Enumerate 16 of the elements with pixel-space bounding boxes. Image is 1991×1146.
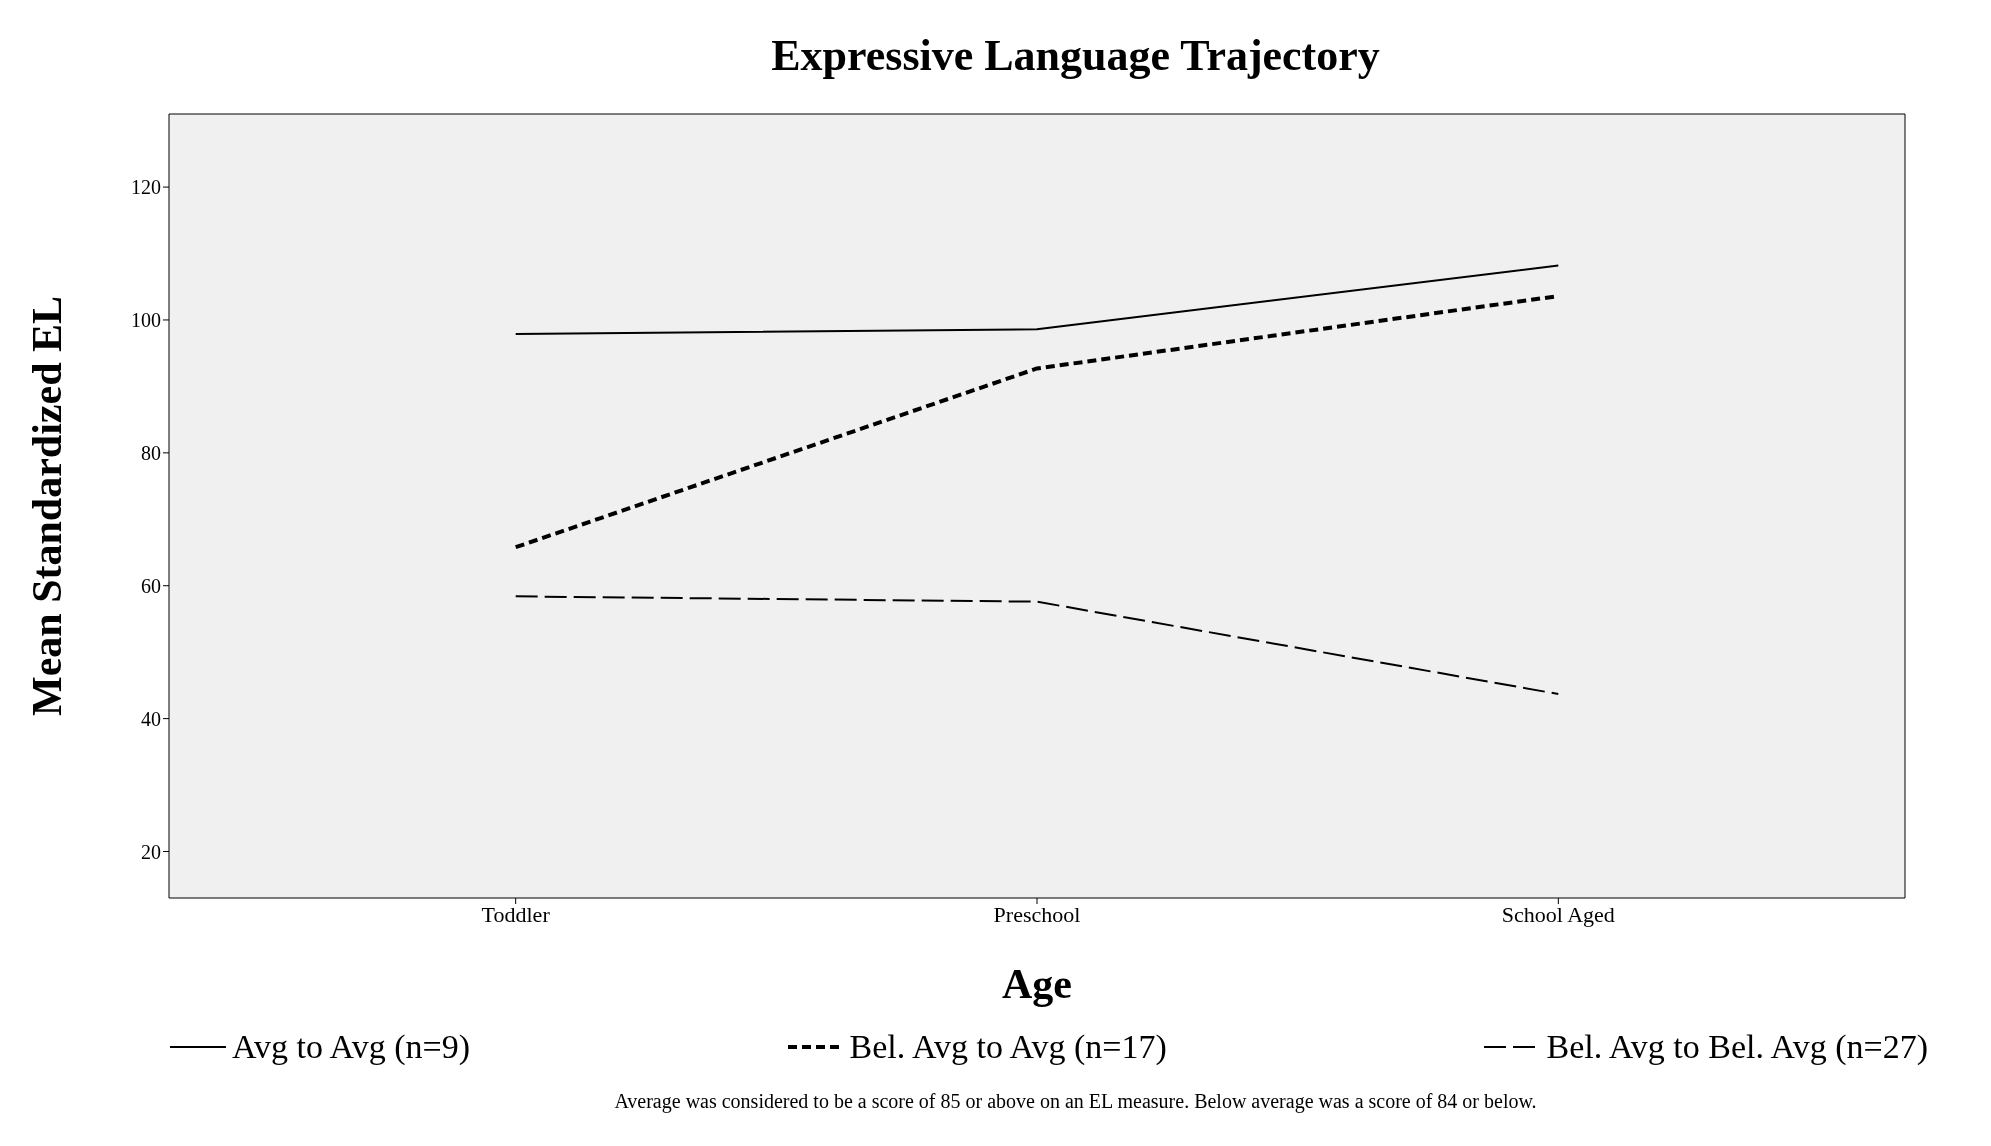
- y-tick-label: 100: [131, 309, 161, 332]
- text: Average was considered to be a score of 85 or above on an EL measure. Below average was a score of 84 or below.: [613, 1090, 1538, 1113]
- x-tick-label: School Aged: [1501, 901, 1615, 927]
- y-tick-label: 120: [131, 176, 161, 199]
- y-tick-label: 60: [141, 574, 161, 597]
- y-axis-title: Mean Standardized EL: [23, 295, 70, 717]
- y-tick-label: 80: [141, 441, 161, 464]
- x-axis-title: Age: [1002, 961, 1072, 1007]
- legend-label: Bel. Avg to Avg (n=17): [849, 1028, 1167, 1066]
- chart-title: Expressive Language Trajectory: [770, 30, 1381, 82]
- x-tick-label: Preschool: [993, 901, 1081, 927]
- x-tick-label: Toddler: [481, 901, 551, 927]
- legend-label: Avg to Avg (n=9): [232, 1028, 470, 1066]
- y-tick-label: 20: [141, 840, 161, 863]
- legend-label: Bel. Avg to Bel. Avg (n=27): [1546, 1028, 1928, 1066]
- y-tick-label: 40: [141, 707, 161, 730]
